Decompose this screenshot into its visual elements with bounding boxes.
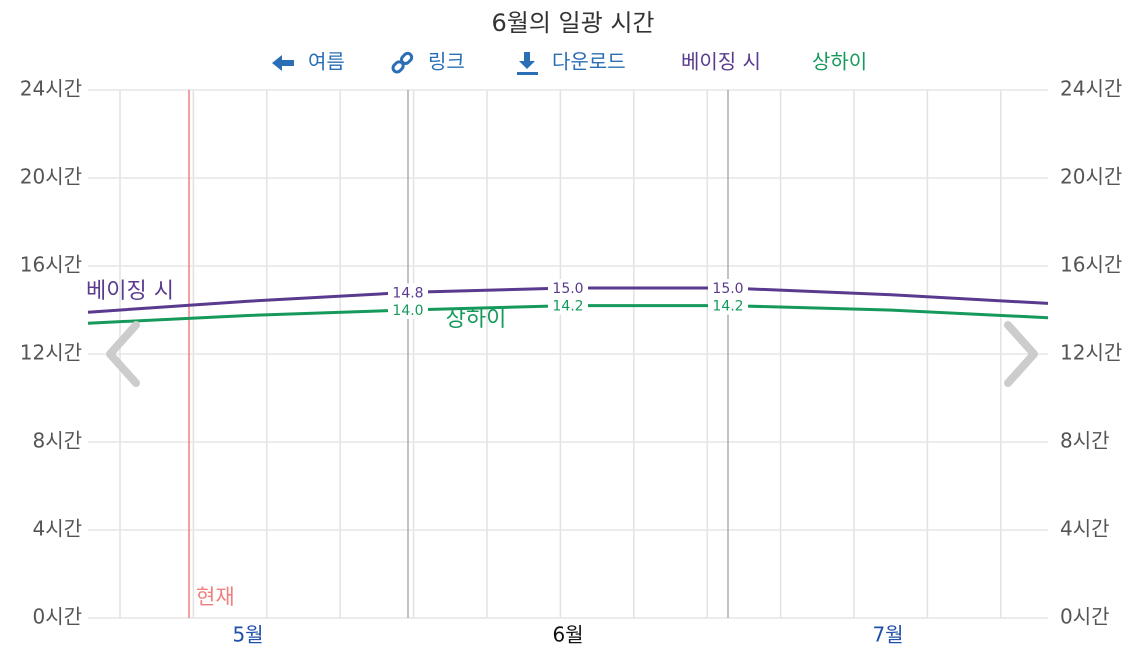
- series-label: 상하이: [446, 307, 507, 332]
- next-arrow[interactable]: [1004, 321, 1038, 387]
- nav[interactable]: 여름 링크 다운로드: [272, 50, 626, 76]
- y-tick-label-right: 20시간: [1060, 165, 1122, 189]
- y-tick-label: 4시간: [32, 517, 82, 541]
- legend-item: 상하이: [812, 50, 867, 74]
- value-label-bg: [548, 296, 588, 315]
- y-tick-label-right: 12시간: [1060, 341, 1122, 365]
- y-tick-label: 12시간: [20, 341, 82, 365]
- y-tick-label-right: 16시간: [1060, 253, 1122, 277]
- value-label-bg: [548, 279, 588, 297]
- value-label-bg: [388, 301, 428, 319]
- y-tick-label: 20시간: [20, 165, 82, 189]
- link-icon[interactable]: [391, 51, 414, 74]
- value-label-bg: [388, 283, 428, 302]
- y-tick-label: 24시간: [20, 77, 82, 101]
- x-tick-label: 7월: [872, 623, 903, 647]
- y-tick-label: 16시간: [20, 253, 82, 277]
- download-link[interactable]: 다운로드: [552, 50, 626, 74]
- value-label: 14.8: [392, 285, 423, 301]
- value-label-bg: [708, 279, 748, 297]
- now-label: 현재: [196, 585, 235, 609]
- y-tick-label-right: 24시간: [1060, 77, 1122, 101]
- y-tick-label-right: 4시간: [1060, 517, 1110, 541]
- back-icon[interactable]: [272, 55, 294, 71]
- link[interactable]: 링크: [428, 50, 465, 74]
- download-icon[interactable]: [517, 52, 538, 75]
- value-label: 14.2: [552, 299, 583, 315]
- chart-title: 6월의 일광 시간: [491, 9, 654, 37]
- x-tick-label: 5월: [232, 623, 263, 647]
- value-label-bg: [708, 296, 748, 315]
- y-tick-label-right: 8시간: [1060, 429, 1110, 453]
- value-label: 14.2: [712, 299, 743, 315]
- value-label: 15.0: [712, 281, 743, 297]
- series-label: 베이징 시: [86, 279, 174, 304]
- prev-arrow[interactable]: [106, 321, 140, 387]
- legend-item: 베이징 시: [681, 50, 761, 74]
- y-tick-label: 8시간: [32, 429, 82, 453]
- y-tick-label-right: 0시간: [1060, 605, 1110, 629]
- y-tick-label: 0시간: [32, 605, 82, 629]
- value-label: 15.0: [552, 281, 583, 297]
- x-tick-label: 6월: [552, 623, 583, 647]
- value-label: 14.0: [392, 303, 423, 319]
- back-link[interactable]: 여름: [308, 50, 345, 74]
